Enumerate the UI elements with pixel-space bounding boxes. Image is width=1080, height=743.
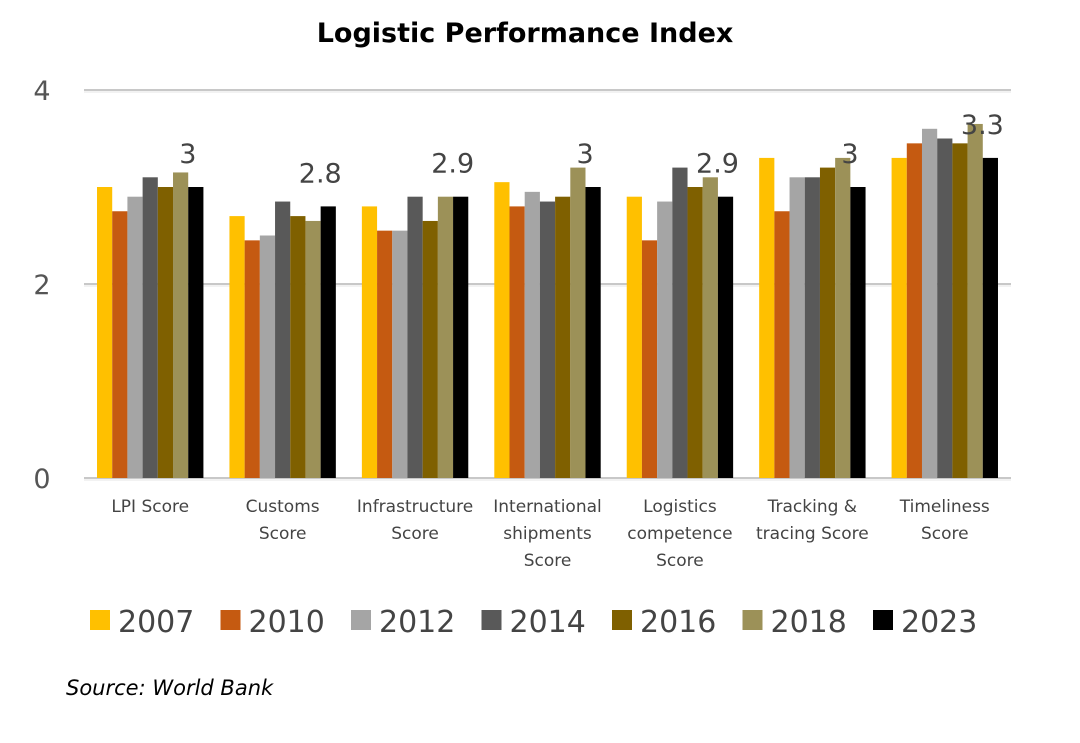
x-tick-label: Score [391,524,439,544]
bar-2012-5 [789,177,805,479]
bar-2014-1 [275,201,291,479]
legend-label-2016: 2016 [640,605,716,640]
bar-2010-1 [244,240,260,478]
bar-2010-3 [509,206,525,478]
legend-swatch-2010 [220,610,241,630]
bar-2010-6 [906,143,922,478]
y-tick-label: 2 [33,270,50,301]
legend-swatch-2014 [481,610,502,630]
legend: 2007 2010 2012 2014 2016 2018 2023 [90,605,977,640]
bar-2023-4 [717,196,734,478]
legend-swatch-2023 [873,610,893,630]
legend-swatch-2016 [612,610,632,630]
x-tick-label: Score [524,551,572,571]
bar-2014-0 [142,177,158,479]
bar-2023-6 [982,157,998,478]
bar-2016-2 [422,220,438,478]
data-label: 3.3 [961,110,1004,141]
data-label: 2.9 [431,149,474,180]
bar-2023-5 [850,187,866,478]
x-tick-label: competence [627,524,732,544]
bar-2012-3 [524,191,540,478]
bar-2012-0 [127,196,143,478]
legend-label-2007: 2007 [118,605,194,640]
bar-2023-3 [585,187,601,478]
bar-2012-2 [392,230,408,478]
x-tick-label: tracing Score [756,524,869,544]
bar-2023-1 [320,206,336,478]
bar-2018-0 [173,172,189,478]
data-label: 3 [179,139,196,170]
x-tick-label: International [493,497,602,517]
bar-2014-5 [804,177,820,479]
legend-label-2023: 2023 [901,605,977,640]
bar-2007-0 [97,187,113,478]
data-labels: 3 2.8 2.9 3 2.9 3 3.3 [179,110,1004,190]
bar-2007-1 [229,216,245,478]
x-tick-label: shipments [503,524,592,544]
legend-label-2010: 2010 [249,605,325,640]
legend-swatch-2012 [351,610,371,630]
bar-2007-5 [759,157,775,478]
bar-2018-1 [305,220,321,478]
bar-2016-3 [555,196,571,478]
bar-2012-4 [657,201,673,479]
legend-label-2014: 2014 [510,605,586,640]
x-tick-label: Score [921,524,969,544]
y-tick-label: 4 [33,76,50,107]
bar-2018-3 [570,167,586,478]
x-tick-label: LPI Score [111,497,189,517]
data-label: 2.8 [299,158,342,189]
bar-2014-2 [407,196,423,478]
data-label: 3 [577,139,594,170]
x-axis-ticks: LPI Score Customs Score Infrastructure Score… [111,497,990,571]
bar-2012-6 [921,128,938,479]
x-tick-label: Logistics [643,497,717,517]
bar-2018-5 [835,157,851,478]
legend-swatch-2007 [90,610,110,630]
data-label: 2.9 [696,149,739,180]
bar-2018-2 [437,196,454,478]
x-tick-label: Timeliness [899,497,990,517]
x-tick-label: Tracking & [767,497,857,517]
bar-2016-4 [687,187,703,478]
source-note: Source: World Bank [66,676,274,700]
chart-title: Logistic Performance Index [317,18,734,49]
bar-2016-6 [952,143,968,478]
bar-2010-4 [641,240,658,478]
bar-2016-1 [290,216,306,478]
x-tick-label: Infrastructure [357,497,473,517]
legend-label-2012: 2012 [379,605,455,640]
data-label: 3 [841,139,858,170]
bar-2023-0 [188,187,204,478]
bar-2016-0 [157,187,174,478]
bar-2007-3 [494,182,510,478]
bar-2014-3 [539,201,556,479]
bar-2012-1 [259,235,276,478]
bar-2014-6 [937,138,953,478]
bar-2010-2 [377,230,393,478]
bars [97,123,998,479]
bar-2007-6 [891,157,907,478]
x-tick-label: Customs [246,497,320,517]
y-axis-ticks: 0 2 4 [33,76,50,495]
legend-label-2018: 2018 [771,605,847,640]
y-tick-label: 0 [33,464,50,495]
bar-2023-2 [453,196,469,478]
bar-2018-4 [702,177,718,479]
bar-2010-5 [774,211,790,478]
x-tick-label: Score [259,524,307,544]
bar-2010-0 [112,211,128,478]
bar-2018-6 [967,123,983,478]
legend-swatch-2018 [742,610,763,630]
bar-2016-5 [819,167,836,478]
bar-2007-4 [626,196,642,478]
bar-2014-4 [672,167,688,478]
x-tick-label: Score [656,551,704,571]
bar-2007-2 [361,206,378,478]
